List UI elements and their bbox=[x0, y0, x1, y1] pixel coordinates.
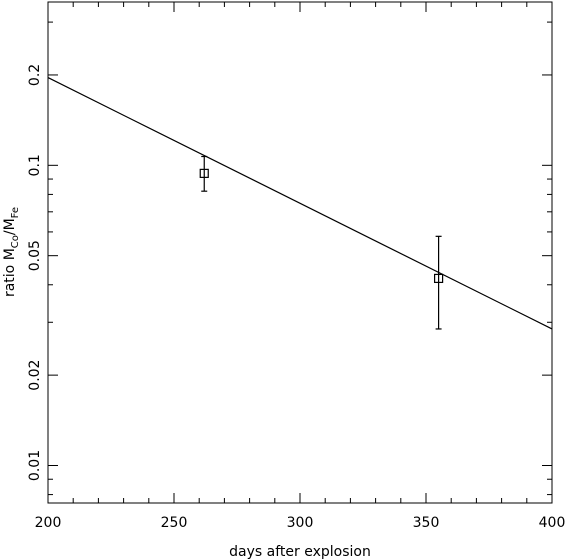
plot-frame bbox=[47, 1, 553, 504]
y-tick-label: 0.02 bbox=[27, 360, 43, 391]
ticks bbox=[47, 2, 553, 503]
x-tick-label: 200 bbox=[35, 515, 62, 531]
tick-labels: 200 250 300 350 400 0.01 0.02 0.05 0.1 0.2 bbox=[27, 64, 565, 531]
fit-line bbox=[47, 77, 553, 330]
series-layer bbox=[47, 77, 553, 330]
y-tick-label: 0.05 bbox=[27, 240, 43, 271]
data-point bbox=[434, 273, 444, 284]
x-axis-label: days after explosion bbox=[229, 544, 371, 560]
y-tick-label: 0.1 bbox=[27, 154, 43, 176]
x-tick-label: 300 bbox=[287, 515, 314, 531]
y-tick-label: 0.01 bbox=[27, 450, 43, 481]
data-point bbox=[199, 168, 209, 178]
y-tick-label: 0.2 bbox=[27, 64, 43, 86]
x-tick-label: 350 bbox=[413, 515, 440, 531]
y-axis-label: ratio MCo/MFe bbox=[2, 207, 21, 297]
x-tick-label: 250 bbox=[161, 515, 188, 531]
x-tick-label: 400 bbox=[539, 515, 566, 531]
